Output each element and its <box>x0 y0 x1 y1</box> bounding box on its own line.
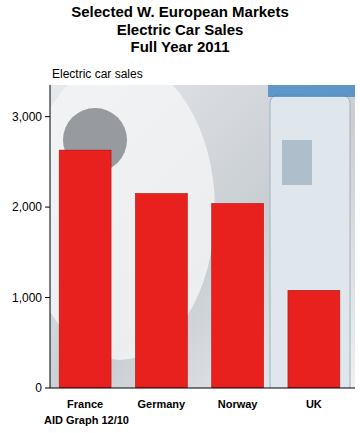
bar <box>288 290 340 388</box>
y-tick-label: 2,000 <box>12 200 42 214</box>
bar <box>59 150 111 388</box>
y-tick <box>45 207 50 208</box>
source-note: AID Graph 12/10 <box>44 414 129 426</box>
y-axis-label: Electric car sales <box>52 67 143 81</box>
page: {"chart_data": {"type": "bar", "title": … <box>0 0 360 433</box>
chart-svg: Selected W. European MarketsElectric Car… <box>0 0 360 433</box>
subtitle: Electric Car Sales <box>117 21 244 38</box>
y-tick-label: 1,000 <box>12 291 42 305</box>
chart-container: Selected W. European MarketsElectric Car… <box>0 0 360 433</box>
background-photo <box>50 85 355 388</box>
x-tick-label: Germany <box>138 398 187 410</box>
y-tick <box>45 388 50 389</box>
bar <box>212 203 264 388</box>
x-tick-label: UK <box>306 398 322 410</box>
photo-charger <box>270 95 350 388</box>
photo-charger-panel <box>282 140 312 185</box>
y-tick-label: 3,000 <box>12 110 42 124</box>
x-axis-line <box>50 388 355 389</box>
y-axis-line <box>50 85 51 388</box>
bar <box>135 194 187 388</box>
x-tick-label: Norway <box>218 398 259 410</box>
bars <box>59 150 340 388</box>
title: Selected W. European Markets <box>71 3 289 20</box>
y-tick <box>45 297 50 298</box>
x-tick-label: France <box>67 398 103 410</box>
photo-charger-top <box>268 85 355 97</box>
subtitle: Full Year 2011 <box>131 38 230 55</box>
y-tick-label: 0 <box>35 381 42 395</box>
y-tick <box>45 116 50 117</box>
